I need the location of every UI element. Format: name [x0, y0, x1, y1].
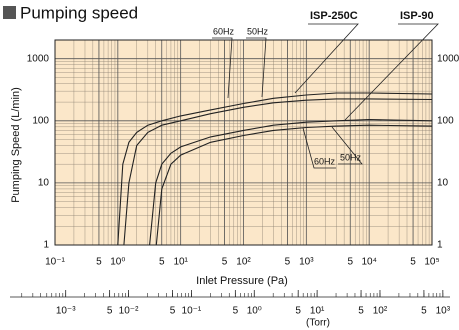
x-tick-label: 10⁰ — [110, 257, 125, 268]
annotation: 60Hz — [314, 156, 336, 166]
annotation: ISP-90 — [400, 10, 434, 22]
series-line — [123, 98, 432, 245]
x-tick-label: 10⁵ — [424, 257, 439, 268]
x2-tick-label: 10² — [373, 306, 388, 317]
x2-tick-label: 5 — [107, 306, 113, 317]
leader-line — [344, 23, 439, 121]
y-axis-label: Pumping Speed (L/min) — [10, 87, 22, 203]
x-tick-label: 5 — [347, 257, 353, 268]
leader-line — [302, 127, 336, 169]
x2-tick-label: 5 — [170, 306, 176, 317]
y-tick-label: 1 — [43, 240, 49, 251]
title-square — [3, 6, 16, 19]
annotation-leaders — [212, 23, 439, 169]
series-line — [149, 118, 432, 245]
x-tick-label: 5 — [410, 257, 416, 268]
leader-line — [331, 126, 363, 165]
leader-line — [294, 23, 359, 94]
x-axis-label: Inlet Pressure (Pa) — [196, 275, 288, 287]
x-tick-label: 10⁻¹ — [45, 257, 65, 268]
annotation: ISP-250C — [310, 10, 358, 22]
y-tick-label: 10 — [38, 178, 50, 189]
x2-axis-label: (Torr) — [306, 318, 330, 329]
x2-tick-label: 5 — [358, 306, 364, 317]
x-tick-label: 10¹ — [173, 257, 188, 268]
x2-tick-label: 10¹ — [310, 306, 325, 317]
x-tick-label: 5 — [159, 257, 165, 268]
annotation: 60Hz — [213, 26, 235, 36]
y-tick-label-right: 1000 — [437, 53, 459, 64]
x2-tick-label: 5 — [421, 306, 427, 317]
x2-tick-label: 10⁻³ — [56, 306, 76, 317]
y-tick-label-right: 1 — [437, 240, 443, 251]
series-line — [155, 124, 432, 245]
leader-line — [246, 37, 267, 98]
leader-line — [212, 37, 233, 99]
x-tick-label: 10³ — [299, 257, 314, 268]
y-tick-label-right: 100 — [437, 115, 454, 126]
x-tick-label: 5 — [96, 257, 102, 268]
y-tick-label: 1000 — [27, 53, 50, 64]
x-tick-label: 5 — [222, 257, 228, 268]
y-tick-label-right: 10 — [437, 178, 449, 189]
x-tick-label: 10⁴ — [361, 257, 376, 268]
x2-tick-label: 10⁻² — [119, 306, 139, 317]
plot-area — [54, 39, 433, 246]
annotation: 50Hz — [340, 152, 362, 162]
plot-border — [54, 39, 433, 246]
x2-tick-label: 5 — [295, 306, 301, 317]
x2-tick-label: 10³ — [436, 306, 451, 317]
x2-tick-label: 10⁻¹ — [182, 306, 202, 317]
x2-tick-label: 5 — [233, 306, 239, 317]
y-tick-label: 100 — [32, 115, 49, 126]
annotation: 50Hz — [247, 26, 269, 36]
x2-tick-label: 10⁰ — [247, 306, 262, 317]
series-line — [117, 92, 432, 245]
chart-title: Pumping speed — [20, 3, 138, 22]
x-tick-label: 5 — [285, 257, 291, 268]
x-tick-label: 10² — [236, 257, 251, 268]
